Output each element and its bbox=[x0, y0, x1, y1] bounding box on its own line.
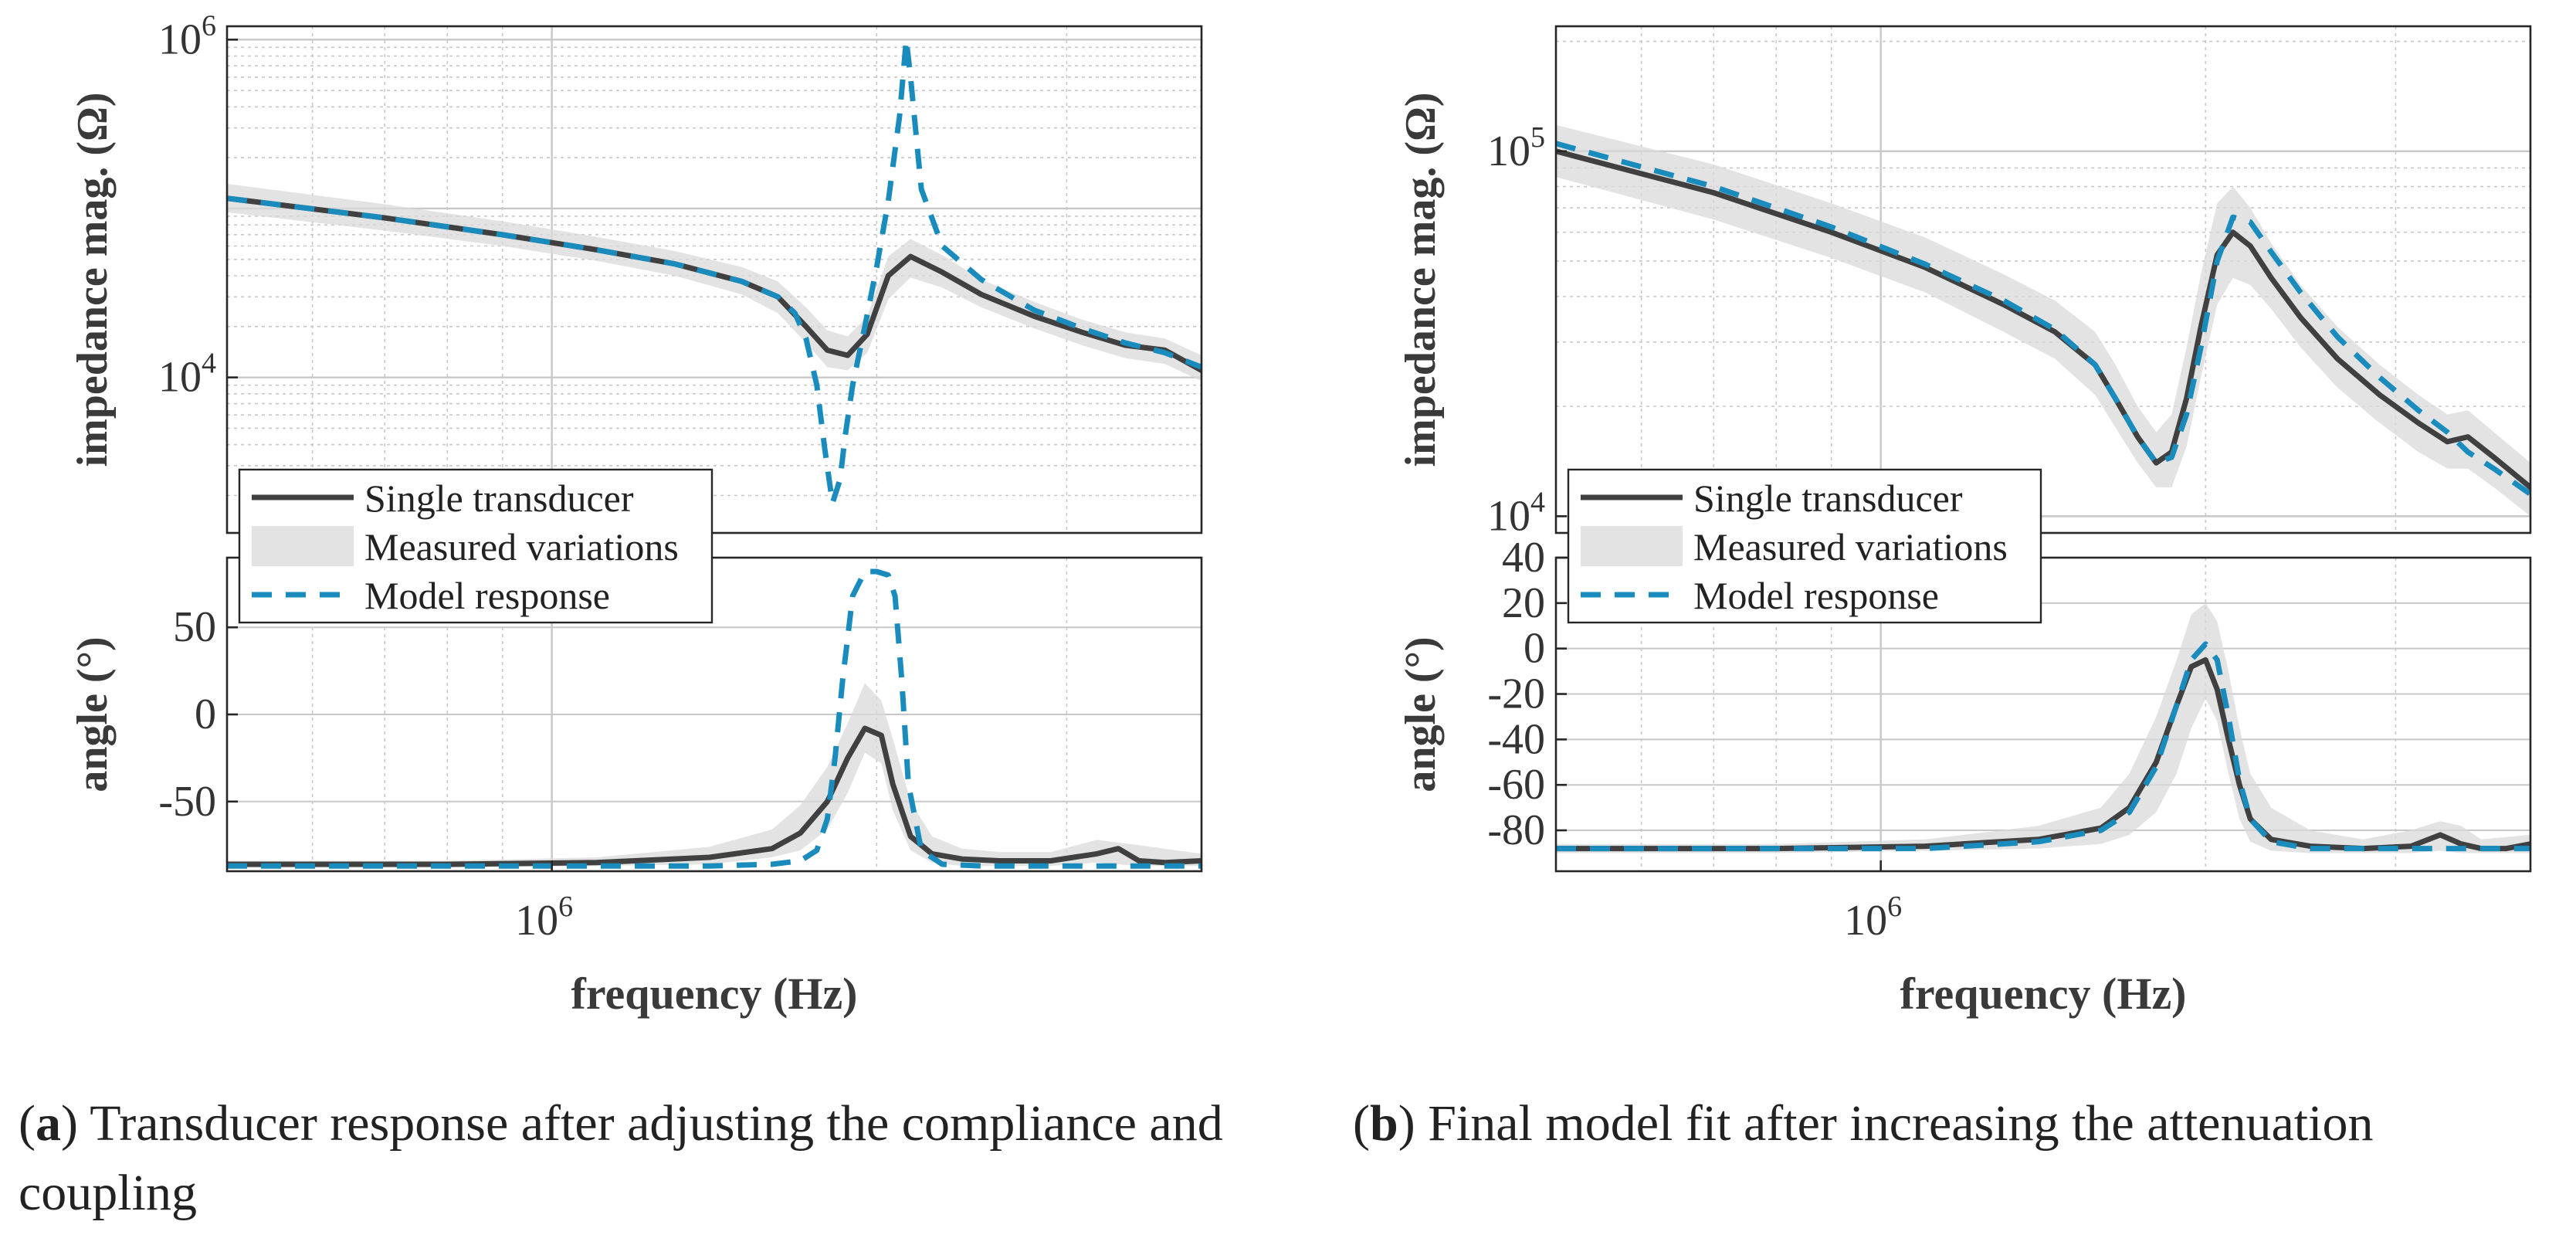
a-xlabel: frequency (Hz) bbox=[571, 969, 858, 1019]
a-legend-single-label: Single transducer bbox=[364, 477, 634, 520]
b-ang-frame bbox=[1554, 556, 2532, 873]
b-ang-ytick-label: 0 bbox=[1524, 625, 1545, 673]
caption-a-letter: a bbox=[35, 1095, 61, 1152]
a-ang-ytick-label: 0 bbox=[195, 690, 216, 738]
a-ang-series bbox=[227, 568, 1202, 869]
a-legend-model-label: Model response bbox=[364, 574, 610, 617]
b-xtick-label: 106 bbox=[1844, 891, 1902, 945]
b-ang-ytick-label: 20 bbox=[1502, 579, 1545, 627]
b-legend-model-label: Model response bbox=[1693, 574, 1939, 617]
a-ang-ytick-label: 50 bbox=[173, 603, 216, 651]
caption-b-text: Final model fit after increasing the att… bbox=[1428, 1095, 2374, 1152]
b-ang-ytick-label: -80 bbox=[1487, 806, 1545, 854]
b-ang-series bbox=[1556, 602, 2530, 853]
caption-b: (b) Final model fit after increasing the… bbox=[1353, 1095, 2374, 1152]
b-mag-ylabel: impedance mag. (Ω) bbox=[1397, 93, 1445, 467]
b-xlabel: frequency (Hz) bbox=[1900, 969, 2187, 1019]
a-mag-measured-variations bbox=[227, 184, 1202, 382]
b-legend-band-swatch bbox=[1581, 526, 1683, 566]
b-mag-ytick-label: 105 bbox=[1487, 121, 1545, 175]
a-mag-grid bbox=[226, 26, 1202, 533]
b-legend: Single transducer Measured variations Mode… bbox=[1567, 468, 2042, 624]
a-mag-model-response bbox=[227, 36, 1202, 506]
b-legend-band-label: Measured variations bbox=[1693, 525, 2008, 568]
b-ang-ytick-label: -20 bbox=[1487, 670, 1545, 718]
a-xtick-label: 106 bbox=[515, 891, 573, 945]
b-mag-single-transducer bbox=[1556, 148, 2530, 490]
b-legend-single-label: Single transducer bbox=[1693, 477, 1963, 520]
b-ang-single-transducer bbox=[1556, 657, 2530, 852]
a-ang-model-response bbox=[227, 568, 1202, 869]
a-mag-ytick-label: 106 bbox=[158, 9, 216, 63]
a-mag-ylabel: impedance mag. (Ω) bbox=[69, 93, 117, 467]
b-mag-frame bbox=[1554, 25, 2532, 534]
a-ang-measured-variations bbox=[227, 683, 1202, 868]
b-ang-measured-variations bbox=[1556, 602, 2530, 853]
b-mag-ytick-label: 104 bbox=[1487, 486, 1545, 540]
b-ang-ytick-label: -40 bbox=[1487, 715, 1545, 763]
a-mag-series bbox=[227, 36, 1202, 506]
a-legend: Single transducer Measured variations Mode… bbox=[238, 468, 713, 624]
caption-a-text: Transducer response after adjusting the … bbox=[19, 1095, 1223, 1221]
a-legend-band-label: Measured variations bbox=[364, 525, 679, 568]
a-mag-frame bbox=[225, 25, 1203, 534]
a-ang-single-transducer bbox=[227, 725, 1202, 867]
a-mag-ytick-label: 104 bbox=[158, 348, 216, 402]
caption-b-letter: b bbox=[1369, 1095, 1398, 1152]
b-mag-series bbox=[1556, 124, 2530, 517]
b-mag-model-response bbox=[1556, 141, 2530, 497]
b-ang-ylabel: angle (°) bbox=[1397, 636, 1445, 792]
caption-a: (a) Transducer response after adjusting … bbox=[19, 1095, 1223, 1221]
a-ang-ylabel: angle (°) bbox=[69, 636, 117, 792]
b-mag-grid bbox=[1555, 26, 2531, 534]
b-ang-ytick-label: -60 bbox=[1487, 761, 1545, 809]
a-ang-ytick-label: -50 bbox=[158, 778, 216, 826]
a-legend-band-swatch bbox=[252, 526, 354, 566]
panel-b: 104 105 impedance mag. (Ω) -80-60-40-200204… bbox=[1397, 25, 2532, 1019]
panel-a: 104 106 impedance mag. (Ω) -50 0 50 angle (°) 1… bbox=[69, 9, 1203, 1019]
b-ang-ytick-label: 40 bbox=[1502, 534, 1545, 582]
b-ang-model-response bbox=[1556, 641, 2530, 852]
